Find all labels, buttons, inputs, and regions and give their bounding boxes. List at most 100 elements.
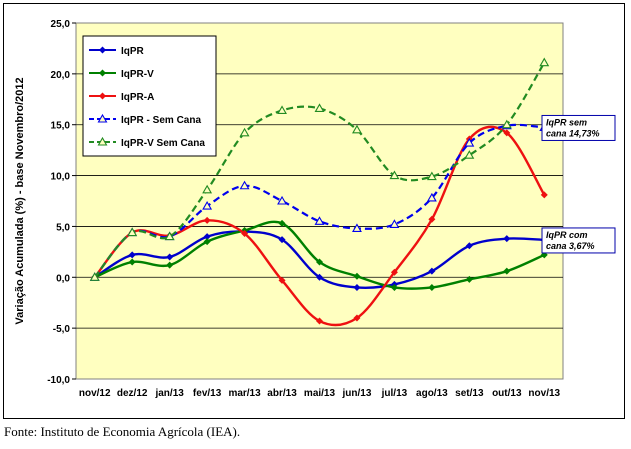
legend-item: IqPR-V <box>89 69 154 80</box>
data-point <box>352 223 362 233</box>
legend-label: IqPR-V <box>121 69 154 80</box>
x-tick-label: ago/13 <box>416 388 448 399</box>
series-group <box>89 57 550 327</box>
annotation-box <box>541 227 616 254</box>
data-point <box>503 267 511 275</box>
y-axis: 25,0 20,0 15,0 10,0 5,0 0,0 -5,0 -10,0 <box>47 19 76 386</box>
x-tick-label: mar/13 <box>228 388 261 399</box>
y-tick-label: -10,0 <box>47 375 70 386</box>
data-point <box>501 119 512 129</box>
data-point <box>426 171 437 181</box>
data-point <box>202 200 213 210</box>
data-point <box>389 170 400 180</box>
x-tick-label: abr/13 <box>267 388 297 399</box>
x-tick-label: dez/12 <box>117 388 148 399</box>
data-point <box>203 233 211 241</box>
data-point <box>202 184 213 194</box>
y-tick-label: 5,0 <box>56 222 70 233</box>
legend-marker <box>99 69 106 77</box>
data-point <box>239 180 250 190</box>
legend-marker <box>99 46 106 54</box>
data-point <box>316 273 323 281</box>
data-point <box>128 258 136 266</box>
legend-item: IqPR-V Sem Cana <box>89 136 205 149</box>
x-tick-label: jul/13 <box>381 388 408 399</box>
x-tick-label: jun/13 <box>342 388 372 399</box>
data-point <box>428 267 436 275</box>
data-point <box>540 191 548 199</box>
y-tick-label: 10,0 <box>51 172 71 183</box>
x-tick-label: nov/13 <box>528 388 560 399</box>
data-point <box>203 238 211 246</box>
data-point <box>164 231 175 241</box>
data-point <box>428 215 436 223</box>
x-tick-label: fev/13 <box>193 388 222 399</box>
data-point <box>277 105 287 115</box>
x-tick-label: nov/12 <box>79 388 111 399</box>
data-point <box>465 242 473 250</box>
data-point <box>426 192 437 202</box>
annotation-box <box>541 114 616 141</box>
data-point <box>127 227 138 237</box>
data-point <box>314 103 325 112</box>
x-tick-label: mai/13 <box>304 388 336 399</box>
y-tick-label: 15,0 <box>51 121 71 132</box>
data-point <box>89 272 100 281</box>
data-point <box>278 236 286 244</box>
data-point <box>278 276 286 284</box>
legend-marker <box>97 136 108 146</box>
data-point <box>203 216 211 224</box>
data-point <box>464 137 475 147</box>
legend-item: IqPR <box>89 46 145 57</box>
legend-item: IqPR - Sem Cana <box>89 113 201 126</box>
y-axis-label: Variação Acumulada (%) - base Novembro/2… <box>14 77 26 324</box>
data-point <box>241 230 249 238</box>
data-point <box>503 235 511 243</box>
annotation-text: cana 3,67% <box>546 241 595 251</box>
y-tick-label: 25,0 <box>51 19 71 30</box>
data-point <box>390 268 398 276</box>
data-point <box>239 127 250 137</box>
x-axis: nov/12 dez/12 jan/13 fev/13 mar/13 abr/13 mai/… <box>79 388 561 399</box>
legend-label: IqPR - Sem Cana <box>121 115 201 126</box>
data-point <box>278 219 286 227</box>
legend-item: IqPR-A <box>89 92 154 103</box>
data-point <box>353 283 361 291</box>
data-point <box>316 258 323 266</box>
series-2 <box>91 219 548 291</box>
data-point <box>316 317 323 325</box>
data-point <box>503 129 511 137</box>
legend-marker <box>99 92 106 100</box>
data-point <box>314 216 325 225</box>
y-tick-label: 20,0 <box>51 70 71 81</box>
data-point <box>277 195 287 205</box>
annotation-text: IqPR sem <box>546 117 587 127</box>
data-point <box>353 314 361 322</box>
data-point <box>428 283 436 291</box>
legend: IqPR IqPR-V IqPR-A IqPR - Sem Cana IqPR-V Se… <box>82 35 217 157</box>
annotation-text: cana 14,73% <box>546 128 600 138</box>
chart-frame: 25,0 20,0 15,0 10,0 5,0 0,0 -5,0 -10,0 nov/12 de… <box>3 3 625 419</box>
annotation-text: IqPR com <box>546 230 588 240</box>
series-5 <box>89 57 550 281</box>
x-tick-label: set/13 <box>455 388 484 399</box>
data-point <box>464 150 475 159</box>
legend-marker <box>97 113 108 123</box>
x-tick-label: out/13 <box>492 388 522 399</box>
data-point <box>539 57 550 67</box>
data-point <box>352 124 362 134</box>
y-tick-label: -5,0 <box>53 324 71 335</box>
data-point <box>390 283 398 291</box>
data-point <box>389 219 400 228</box>
data-point <box>166 253 174 261</box>
data-point <box>465 275 473 283</box>
legend-label: IqPR-V Sem Cana <box>121 138 205 149</box>
data-point <box>166 261 174 269</box>
source-note: Fonte: Instituto de Economia Agrícola (I… <box>4 424 241 439</box>
line-chart: 25,0 20,0 15,0 10,0 5,0 0,0 -5,0 -10,0 nov/12 de… <box>14 19 616 399</box>
x-tick-label: jan/13 <box>154 388 184 399</box>
data-point <box>353 272 361 280</box>
